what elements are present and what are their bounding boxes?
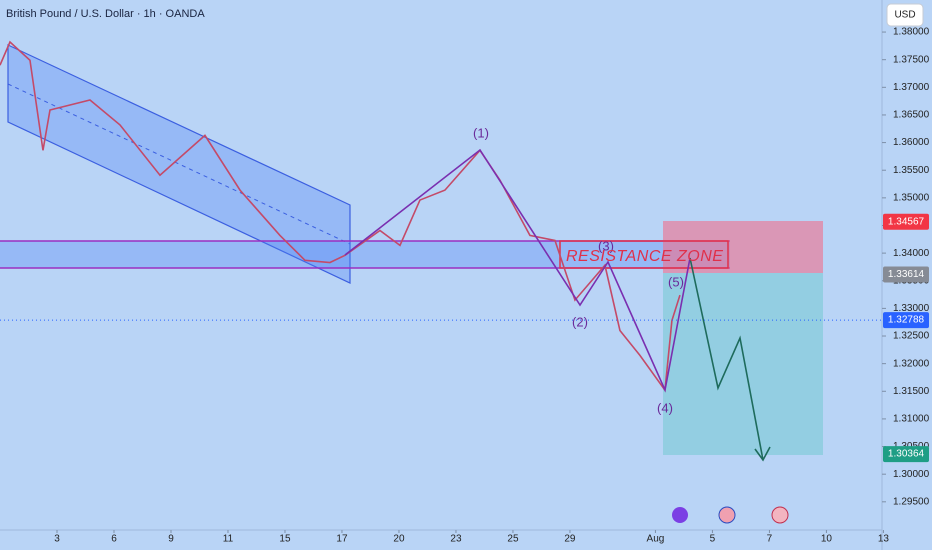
price-tag-label: 1.30364 [888,449,925,460]
projection [689,257,764,461]
x-tick-label: 10 [821,534,833,545]
y-tick-label: 1.31500 [893,386,930,397]
x-tick-label: 20 [393,534,405,545]
x-tick-label: 7 [767,534,773,545]
y-tick-label: 1.29500 [893,496,930,507]
waves [344,148,771,462]
price-tag-label: 1.34567 [888,216,925,227]
y-tick-label: 1.35500 [893,165,930,176]
x-tick-label: 17 [336,534,348,545]
price-layer [0,40,681,393]
x-tick-label: 23 [450,534,462,545]
y-tick-label: 1.31000 [893,414,930,425]
event-icon[interactable] [771,506,789,524]
x-tick-label: 13 [878,534,890,545]
price-tag-label: 1.33614 [888,269,925,280]
y-tick-label: 1.36500 [893,110,930,121]
x-tick-label: 25 [507,534,519,545]
zone-label: RESISTANCE ZONE [566,248,723,265]
y-tick-label: 1.36000 [893,137,930,148]
price-tag [883,446,929,463]
x-tick-label: Aug [647,534,665,545]
y-tick-label: 1.37000 [893,82,930,93]
price-tag-label: 1.32788 [888,315,925,326]
y-tick-label: 1.30000 [893,469,930,480]
currency-button[interactable] [886,3,924,27]
y-tick-label: 1.35000 [893,192,930,203]
y-tick-label: 1.34000 [893,248,930,259]
y-tick-label: 1.33000 [893,303,930,314]
price-tag [883,312,929,329]
channel [7,44,351,284]
projection-arrow [754,446,771,462]
x-tick-label: 6 [111,534,117,545]
x-tick-label: 11 [223,534,234,545]
wave-label: (1) [473,125,489,140]
x-tick-label: 3 [54,534,60,545]
wave-label: (4) [657,400,673,415]
y-tick-label: 1.37500 [893,54,930,65]
y-tick-label: 1.32000 [893,358,930,369]
wave-line [344,148,691,393]
y-tick-label: 1.32500 [893,331,930,342]
price-tag [883,266,929,283]
chart-title: British Pound / U.S. Dollar · 1h · OANDA [6,8,205,20]
target-zone [663,273,823,455]
wave-label: (3) [598,238,614,253]
wave-label: (5) [668,274,684,289]
y-tick-label: 1.38000 [893,27,930,38]
x-tick-label: 9 [168,534,174,545]
x-tick-label: 5 [710,534,716,545]
currency-label: USD [894,10,915,21]
x-tick-label: 15 [279,534,291,545]
stop-zone [663,221,823,273]
channel-mid [7,83,351,245]
wave-label: (2) [572,314,588,329]
event-icon[interactable] [718,506,736,524]
event-icon[interactable] [672,507,688,523]
x-tick-label: 29 [564,534,576,545]
price-tag [883,213,929,230]
price-line [0,40,681,393]
event-icons [672,506,789,524]
